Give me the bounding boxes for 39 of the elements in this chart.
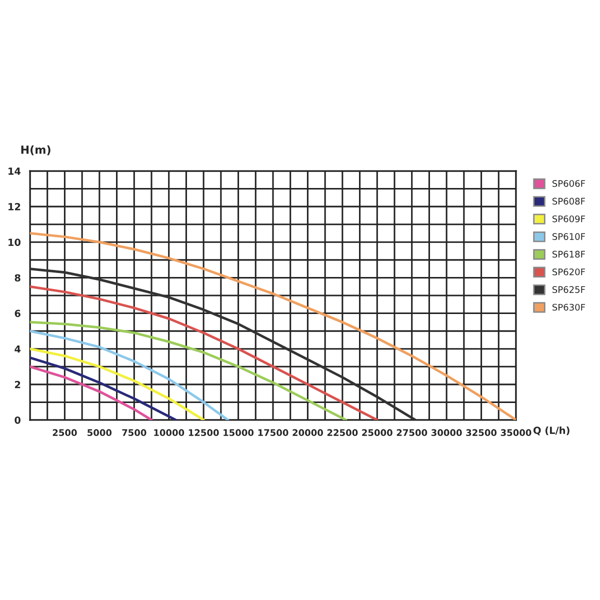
x-tick-label: 2500 [52, 429, 77, 436]
y-tick-label: 10 [8, 238, 21, 246]
y-tick-label: 6 [14, 310, 20, 318]
x-tick-label: 27500 [396, 429, 428, 436]
legend-label: SP618F [552, 250, 585, 258]
x-tick-label: 25000 [362, 429, 392, 436]
line-series [30, 365, 153, 420]
legend-label: SP625F [552, 286, 585, 293]
legend-label: SP608F [552, 198, 585, 205]
x-tick-label: 35000 [500, 429, 532, 436]
legend-label: SP630F [552, 304, 585, 311]
x-tick-label: 32500 [466, 429, 497, 436]
x-tick-label: 20000 [292, 429, 323, 436]
y-tick-label: 12 [8, 203, 20, 210]
line-series [30, 356, 178, 420]
x-tick-label: 12500 [188, 429, 219, 436]
x-tick-label: 15000 [224, 429, 254, 436]
x-tick-label: 22500 [327, 429, 358, 436]
legend-label: SP620F [552, 268, 585, 276]
x-tick-label: 17500 [258, 429, 288, 436]
line-series [30, 320, 348, 420]
x-tick-label: 7500 [122, 429, 146, 436]
x-tick-label: 30000 [431, 429, 462, 436]
line-series [30, 330, 230, 420]
y-tick-label: 8 [14, 274, 20, 282]
x-tick-label: 10000 [154, 429, 184, 436]
legend-label: SP609F [552, 215, 585, 222]
legend-label: SP606F [552, 180, 585, 187]
line-series [30, 285, 378, 420]
x-tick-label: 5000 [88, 429, 112, 436]
x-axis-title: Q (L/h) [533, 426, 570, 436]
legend-label: SP610F [552, 233, 585, 240]
line-series [30, 348, 205, 420]
line-series [30, 268, 417, 420]
y-tick-label: 2 [14, 380, 20, 388]
y-tick-label: 14 [8, 168, 21, 175]
y-tick-label: 0 [14, 416, 21, 424]
y-tick-label: 4 [14, 345, 21, 353]
y-axis-title: H(m) [21, 145, 50, 156]
